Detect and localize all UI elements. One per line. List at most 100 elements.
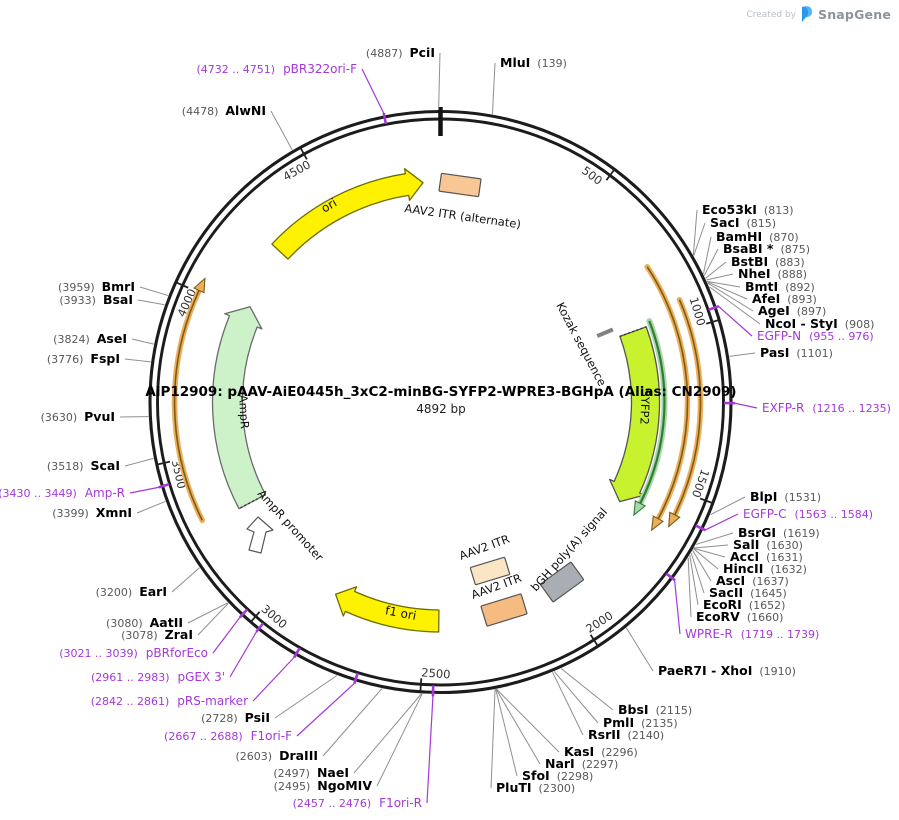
feature-AmpR-promoter[interactable] — [246, 516, 274, 554]
scale-tick-3500 — [157, 460, 171, 466]
site-callout-AlwNI — [270, 110, 293, 151]
site-label-AlwNI[interactable]: (4478) AlwNI — [182, 103, 266, 118]
feature-AAV2-ITR-alternate[interactable] — [438, 172, 482, 198]
site-label-PasI[interactable]: PasI (1101) — [760, 345, 833, 360]
site-label-AfeI[interactable]: AfeI (893) — [752, 291, 817, 306]
site-label-NgoMIV[interactable]: (2495) NgoMIV — [274, 778, 373, 793]
site-label-BsaI[interactable]: (3933) BsaI — [59, 292, 133, 307]
annotation-arrow-orange-inner[interactable] — [646, 266, 689, 520]
site-label-BsrGI[interactable]: BsrGI (1619) — [738, 525, 820, 540]
primer-label-pRS-marker[interactable]: (2842 .. 2861) pRS-marker — [91, 694, 248, 708]
site-callout-BamHI — [702, 236, 712, 274]
primer-label-EGFP-N[interactable]: EGFP-N (955 .. 976) — [757, 329, 874, 343]
site-label-PmlI[interactable]: PmlI (2135) — [603, 715, 678, 730]
feature-label-AAV2-ITR-alternate: AAV2 ITR (alternate) — [404, 201, 522, 231]
primer-label-EXFP-R[interactable]: EXFP-R (1216 .. 1235) — [762, 401, 891, 415]
site-label-PsiI[interactable]: (2728) PsiI — [201, 710, 270, 725]
primer-callout-F1ori-F — [296, 682, 355, 737]
snapgene-watermark: Created by SnapGene — [746, 6, 891, 23]
primer-callout-F1ori-R — [426, 695, 434, 804]
feature-AAV2-ITR[interactable] — [469, 556, 511, 586]
site-label-Eco53kI[interactable]: Eco53kI (813) — [702, 202, 794, 217]
site-label-BstBI[interactable]: BstBI (883) — [731, 254, 805, 269]
site-label-BmrI[interactable]: (3959) BmrI — [58, 279, 135, 294]
primer-label-pBRforEco[interactable]: (3021 .. 3039) pBRforEco — [59, 646, 208, 660]
site-callout-AseI — [131, 338, 154, 345]
site-label-RsrII[interactable]: RsrII (2140) — [588, 727, 664, 742]
site-label-KasI[interactable]: KasI (2296) — [564, 744, 638, 759]
site-label-HincII[interactable]: HincII (1632) — [723, 561, 807, 576]
site-label-BlpI[interactable]: BlpI (1531) — [750, 489, 821, 504]
annotation-arrow-green[interactable] — [639, 320, 666, 504]
annotation-arrow-orange-outer[interactable] — [674, 299, 702, 516]
primer-tick-F1ori-F — [353, 672, 359, 685]
site-label-ZraI[interactable]: (3078) ZraI — [121, 627, 193, 642]
site-label-AseI[interactable]: (3824) AseI — [53, 331, 127, 346]
site-label-PluTI[interactable]: PluTI (2300) — [496, 780, 575, 795]
scale-tick-3000 — [250, 611, 261, 623]
primer-label-WPRE-R[interactable]: WPRE-R (1719 .. 1739) — [685, 627, 819, 641]
primer-label-pBR322ori-F[interactable]: (4732 .. 4751) pBR322ori-F — [197, 62, 358, 76]
primer-tick-EGFP-N — [708, 304, 720, 311]
site-callout-DraIII — [322, 688, 383, 757]
site-label-PaeR7I - XhoI[interactable]: PaeR7I - XhoI (1910) — [658, 663, 796, 678]
annotation-arrow-orange-left[interactable] — [173, 290, 204, 521]
site-label-NcoI - StyI[interactable]: NcoI - StyI (908) — [765, 316, 874, 331]
site-label-EcoRI[interactable]: EcoRI (1652) — [703, 597, 785, 612]
site-label-PvuI[interactable]: (3630) PvuI — [41, 409, 115, 424]
site-label-DraIII[interactable]: (2603) DraIII — [235, 748, 318, 763]
site-callout-NarI — [495, 688, 541, 765]
scale-tick-label-2000: 2000 — [583, 608, 615, 636]
scale-tick-4500 — [299, 147, 308, 160]
feature-f1-ori[interactable] — [334, 586, 440, 633]
site-label-ScaI[interactable]: (3518) ScaI — [47, 458, 120, 473]
feature-AmpR[interactable] — [211, 306, 267, 510]
scale-tick-2000 — [589, 634, 599, 647]
primer-callout-EGFP-N — [718, 305, 753, 337]
feature-AAV2-ITR-2[interactable] — [480, 593, 528, 627]
site-label-AscI[interactable]: AscI (1637) — [716, 573, 789, 588]
site-label-AccI[interactable]: AccI (1631) — [730, 549, 803, 564]
site-label-SacI[interactable]: SacI (815) — [710, 215, 776, 230]
scale-tick-4000 — [175, 281, 189, 289]
feature-SYFP2[interactable] — [608, 326, 661, 503]
primer-label-Amp-R[interactable]: (3430 .. 3449) Amp-R — [0, 486, 125, 500]
site-callout-AgeI — [707, 282, 754, 312]
annotation-arrow-green-arrowhead — [633, 500, 647, 517]
site-callout-MluI — [491, 62, 496, 115]
site-callout-ZraI — [197, 602, 229, 636]
primer-label-F1ori-R[interactable]: (2457 .. 2476) F1ori-R — [293, 796, 422, 810]
primer-label-EGFP-C[interactable]: EGFP-C (1563 .. 1584) — [743, 507, 873, 521]
site-label-BbsI[interactable]: BbsI (2115) — [618, 702, 692, 717]
site-label-BamHI[interactable]: BamHI (870) — [716, 229, 799, 244]
site-label-SalI[interactable]: SalI (1630) — [733, 537, 803, 552]
site-label-XmnI[interactable]: (3399) XmnI — [52, 505, 132, 520]
site-label-EcoRV[interactable]: EcoRV (1660) — [696, 609, 783, 624]
feature-ori[interactable] — [271, 168, 424, 260]
site-callout-AccI — [693, 547, 726, 558]
feature-kozak-sequence[interactable] — [596, 327, 614, 338]
site-label-AgeI[interactable]: AgeI (897) — [758, 303, 826, 318]
primer-label-F1ori-F[interactable]: (2667 .. 2688) F1ori-F — [164, 729, 292, 743]
site-label-BsaBI *[interactable]: BsaBI * (875) — [723, 241, 810, 256]
site-callout-NaeI — [353, 693, 422, 774]
site-label-BmtI[interactable]: BmtI (892) — [745, 279, 815, 294]
feature-bGH-polyA-signal[interactable] — [539, 561, 585, 603]
primer-label-pGEX 3'[interactable]: (2961 .. 2983) pGEX 3' — [91, 670, 225, 684]
primer-tick-WPRE-R — [665, 572, 676, 582]
site-label-AatII[interactable]: (3080) AatII — [106, 615, 183, 630]
site-label-NarI[interactable]: NarI (2297) — [545, 756, 618, 771]
site-callout-BlpI — [710, 496, 746, 516]
site-label-MluI[interactable]: MluI (139) — [500, 55, 567, 70]
site-label-NaeI[interactable]: (2497) NaeI — [273, 765, 349, 780]
site-label-PciI[interactable]: (4887) PciI — [366, 45, 435, 60]
site-label-SfoI[interactable]: SfoI (2298) — [522, 768, 593, 783]
scale-tick-label-500: 500 — [579, 163, 605, 187]
site-label-FspI[interactable]: (3776) FspI — [47, 351, 120, 366]
site-label-SacII[interactable]: SacII (1645) — [709, 585, 787, 600]
site-label-NheI[interactable]: NheI (888) — [738, 266, 807, 281]
primer-callout-WPRE-R — [673, 579, 681, 635]
site-label-EarI[interactable]: (3200) EarI — [96, 584, 167, 599]
